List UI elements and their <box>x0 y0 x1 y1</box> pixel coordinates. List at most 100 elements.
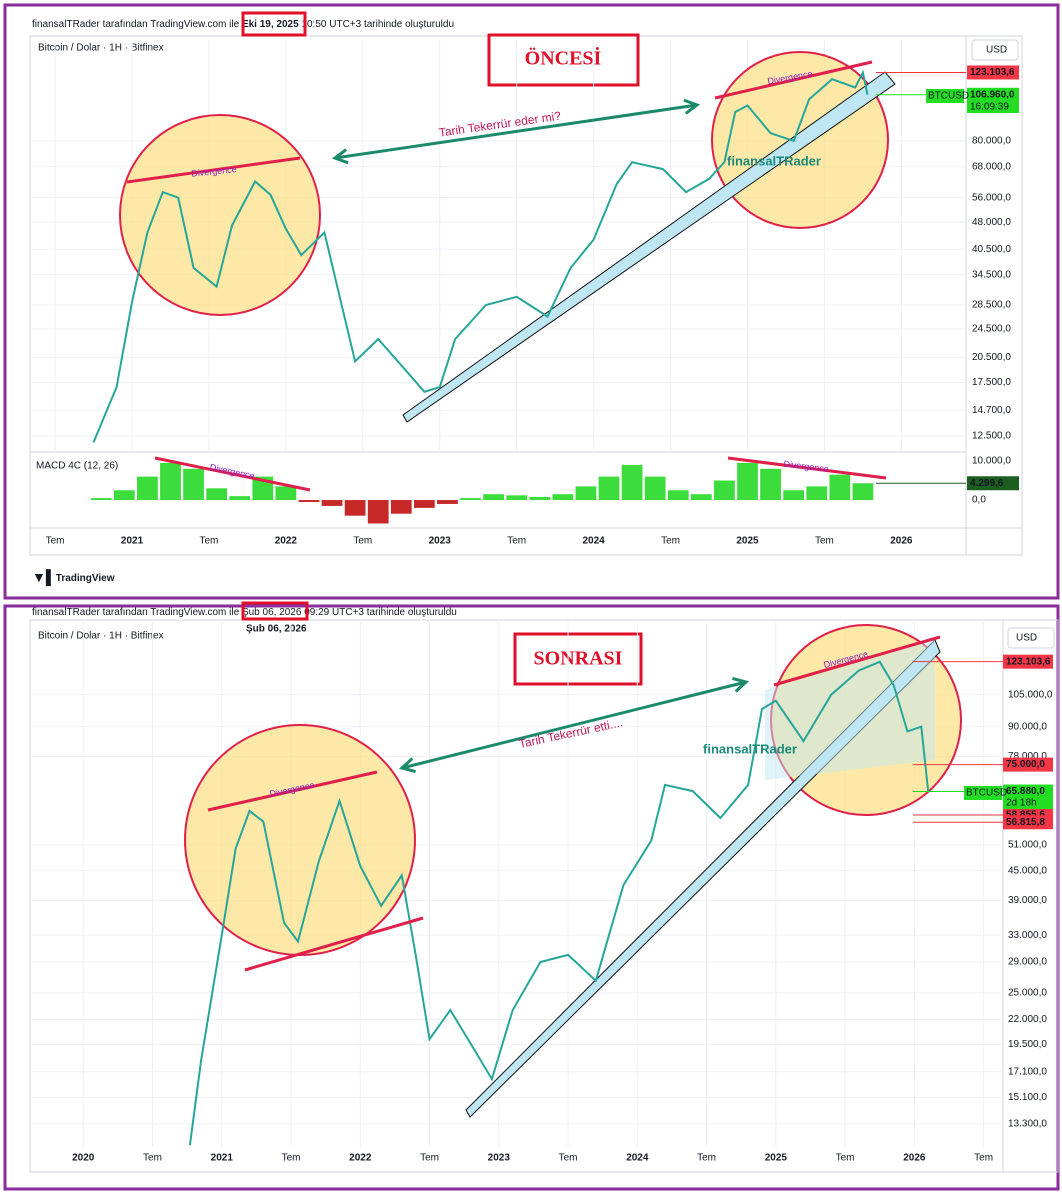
histogram-bar <box>690 494 712 501</box>
x-tick-label: 2026 <box>903 1153 926 1164</box>
symbol-label-box <box>964 786 1002 800</box>
x-tick-label: 2020 <box>72 1153 95 1164</box>
price-label-box <box>1003 784 1053 799</box>
arrow-head <box>732 677 750 693</box>
y-tick-label: 48.000,0 <box>972 217 1011 228</box>
histogram-bar <box>183 468 204 501</box>
histogram-bar <box>437 500 458 504</box>
histogram-bar <box>390 500 412 514</box>
histogram-bar <box>575 486 597 501</box>
countdown-box <box>1003 797 1053 809</box>
countdown: 2d 18h <box>1006 798 1037 809</box>
price-label: 123.103,6 <box>970 67 1015 78</box>
histogram-bar <box>113 490 135 501</box>
divergence-line <box>126 156 301 184</box>
logo: ▼▌TradingView <box>32 569 115 587</box>
x-tick-label: Tem <box>836 1153 855 1164</box>
price-label-box <box>967 65 1019 80</box>
x-tick-label: 2021 <box>121 536 144 547</box>
price-label-box <box>967 476 1019 491</box>
y-tick-label: 105.000,0 <box>1008 689 1053 700</box>
y-tick-label: 45.000,0 <box>1008 865 1047 876</box>
histogram-bar <box>760 468 781 501</box>
divergence-line <box>244 916 424 972</box>
histogram-bar <box>90 498 112 501</box>
x-tick-label: Tem <box>420 1153 439 1164</box>
symbol: Bitcoin / Dolar · 1H · Bitfinex <box>38 631 164 642</box>
price-label: 106.960,0 <box>970 89 1015 100</box>
divergence-line <box>773 635 941 687</box>
x-tick-label: Tem <box>199 536 218 547</box>
x-tick-label: Tem <box>661 536 680 547</box>
histogram-bar <box>206 488 228 501</box>
x-tick-label: Tem <box>974 1153 993 1164</box>
price-label-box <box>1003 654 1053 669</box>
header-text: finansalTRader tarafından TradingView.co… <box>32 607 457 618</box>
x-tick-label: Tem <box>507 536 526 547</box>
y-tick-label: 90.000,0 <box>1008 721 1047 732</box>
histogram-bar <box>298 500 320 502</box>
x-tick-label: 2024 <box>583 536 606 547</box>
title-box <box>487 33 640 87</box>
symbol: Bitcoin / Dolar · 1H · Bitfinex <box>38 43 164 54</box>
y-tick-label: 25.000,0 <box>1008 987 1047 998</box>
histogram-bar <box>529 496 551 501</box>
x-tick-label: 2022 <box>275 536 298 547</box>
channel <box>765 640 935 780</box>
histogram-bar <box>483 494 505 501</box>
y-tick-label: 12.500,0 <box>972 431 1011 442</box>
x-tick-label: 2025 <box>736 536 759 547</box>
y-tick-label: 14.700,0 <box>972 405 1011 416</box>
price-label: 56.815,8 <box>1006 817 1045 828</box>
header-text: finansalTRader tarafından TradingView.co… <box>32 19 454 30</box>
x-tick-label: 2022 <box>349 1153 372 1164</box>
y-tick-label: 10.000,0 <box>972 456 1011 467</box>
x-tick-label: 2023 <box>429 536 452 547</box>
x-tick-label: Tem <box>282 1153 301 1164</box>
price-label: 123.103,6 <box>1006 656 1051 667</box>
currency-box <box>1007 627 1055 649</box>
chart-title: ÖNCESİ <box>525 46 602 70</box>
annotations <box>119 51 962 1118</box>
annotation: finansalTRader <box>703 741 797 756</box>
histogram-bar <box>137 476 158 501</box>
price-label: 65.880,0 <box>1006 786 1045 797</box>
x-tick-label: 2023 <box>488 1153 511 1164</box>
histogram-bar <box>460 498 481 501</box>
y-tick-label: 78.000,0 <box>1008 751 1047 762</box>
y-tick-label: 15.100,0 <box>1008 1092 1047 1103</box>
histogram-bar <box>344 500 366 516</box>
highlight-box <box>241 601 309 621</box>
y-tick-label: 80.000,0 <box>972 136 1011 147</box>
arrow <box>334 103 698 160</box>
panel-bottom <box>29 619 1059 1173</box>
channel <box>402 71 896 423</box>
x-tick-label: Tem <box>46 536 65 547</box>
countdown-box <box>967 101 1019 113</box>
histogram-bar <box>367 500 389 524</box>
countdown: 16:09:39 <box>970 102 1009 113</box>
annotation: Divergence <box>191 164 237 179</box>
histogram-bar <box>598 476 620 501</box>
histogram-bar <box>506 495 528 501</box>
x-tick-label: Tem <box>353 536 372 547</box>
highlight-circle <box>184 724 416 956</box>
divergence-line <box>207 770 378 812</box>
arrow-head <box>398 757 416 773</box>
price-label: 58.855,6 <box>1006 810 1045 821</box>
y-tick-label: 17.500,0 <box>972 377 1011 388</box>
x-tick-label: Tem <box>815 536 834 547</box>
currency: USD <box>1016 633 1037 644</box>
x-tick-label: 2024 <box>626 1153 649 1164</box>
x-tick-label: 2021 <box>211 1153 234 1164</box>
y-tick-label: 33.000,0 <box>1008 930 1047 941</box>
x-tick-label: Tem <box>143 1153 162 1164</box>
y-tick-label: 39.000,0 <box>1008 895 1047 906</box>
divergence-line <box>727 456 887 480</box>
symbol-label-box <box>926 89 964 103</box>
divergence-line <box>154 456 311 492</box>
arrow <box>401 680 747 770</box>
divergence-line <box>714 60 873 100</box>
y-tick-label: 17.100,0 <box>1008 1066 1047 1077</box>
